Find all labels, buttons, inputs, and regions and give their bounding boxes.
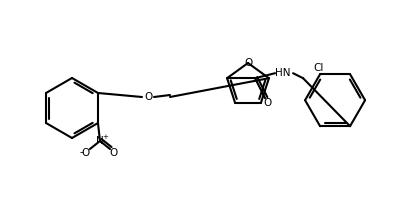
Text: +: +	[102, 134, 108, 140]
Text: O: O	[144, 92, 152, 102]
Text: HN: HN	[275, 68, 291, 78]
Text: Cl: Cl	[313, 63, 323, 73]
Text: O: O	[82, 148, 90, 158]
Text: N: N	[96, 136, 104, 146]
Text: -: -	[79, 147, 83, 157]
Text: O: O	[244, 58, 252, 68]
Text: O: O	[110, 148, 118, 158]
Text: O: O	[263, 98, 271, 108]
